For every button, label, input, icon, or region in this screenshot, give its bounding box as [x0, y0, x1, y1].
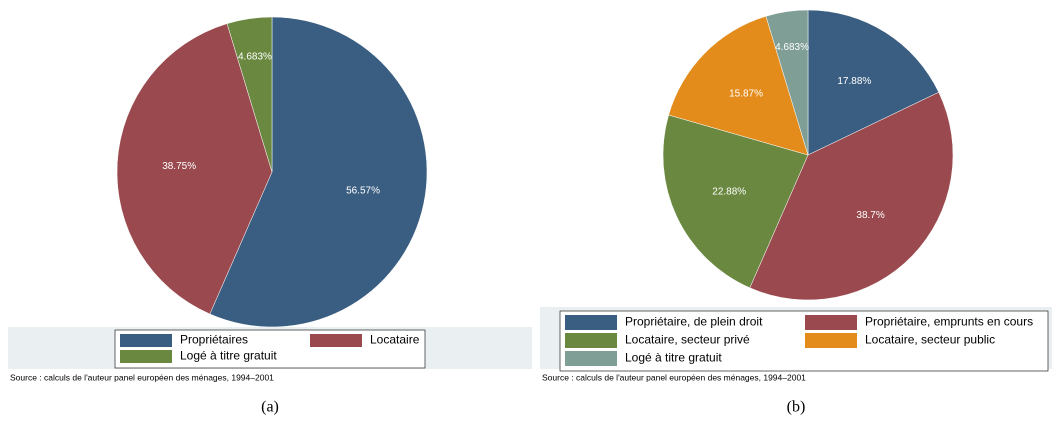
slice-label: 38.75% — [162, 161, 196, 172]
source-note: Source : calculs de l'auteur panel europ… — [542, 372, 806, 382]
legend-swatch — [805, 315, 857, 330]
caption: (a) — [261, 399, 279, 416]
pie-slice — [749, 91, 954, 301]
legend-label: Locataire — [370, 333, 420, 347]
slice-label: 4.683% — [775, 42, 809, 53]
legend-label: Logé à titre gratuit — [180, 349, 277, 363]
legend-swatch — [565, 333, 617, 348]
legend-swatch — [805, 333, 857, 348]
pie-slice — [226, 16, 273, 173]
caption: (b) — [787, 399, 806, 416]
legend-swatch — [565, 351, 617, 366]
legend-label: Locataire, secteur privé — [625, 333, 750, 347]
legend-label: Propriétaire, de plein droit — [625, 315, 763, 329]
slice-label: 38.7% — [856, 210, 884, 221]
legend-box — [559, 310, 1049, 372]
slice-label: 22.88% — [712, 187, 746, 198]
slice-label: 56.57% — [346, 186, 380, 197]
slice-label: 15.87% — [729, 89, 763, 100]
legend-label: Locataire, secteur public — [865, 333, 995, 347]
pie-slice — [807, 9, 940, 156]
legend-swatch — [565, 315, 617, 330]
legend-label: Propriétaires — [180, 333, 248, 347]
pie-slice — [116, 23, 273, 315]
legend-swatch — [310, 334, 362, 347]
slice-label: 4.683% — [238, 52, 272, 63]
legend-label: Propriétaire, emprunts en cours — [865, 315, 1033, 329]
legend-swatch — [120, 350, 172, 363]
legend-label: Logé à titre gratuit — [625, 351, 722, 365]
pie-slice — [668, 15, 809, 156]
source-note: Source : calculs de l'auteur panel europ… — [10, 372, 274, 382]
legend-swatch — [120, 334, 172, 347]
pie-slice — [662, 114, 809, 289]
pie-slice — [765, 9, 809, 156]
pie-slice — [209, 16, 428, 328]
slice-label: 17.88% — [837, 76, 871, 87]
